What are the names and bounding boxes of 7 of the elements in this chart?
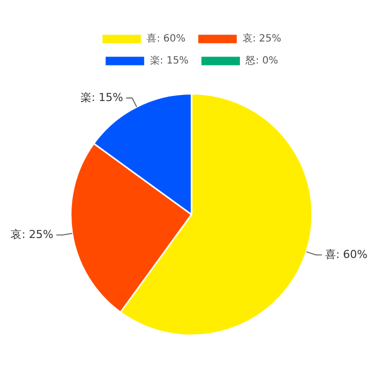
legend-label: 楽: 15% <box>150 54 189 67</box>
legend-label: 哀: 25% <box>242 32 282 45</box>
legend-label: 怒: 0% <box>244 54 278 67</box>
legend-label: 喜: 60% <box>146 32 186 45</box>
slice-label: 喜: 60% <box>324 248 368 261</box>
slice-label: 哀: 25% <box>10 228 54 241</box>
slice-label: 楽: 15% <box>80 90 124 104</box>
